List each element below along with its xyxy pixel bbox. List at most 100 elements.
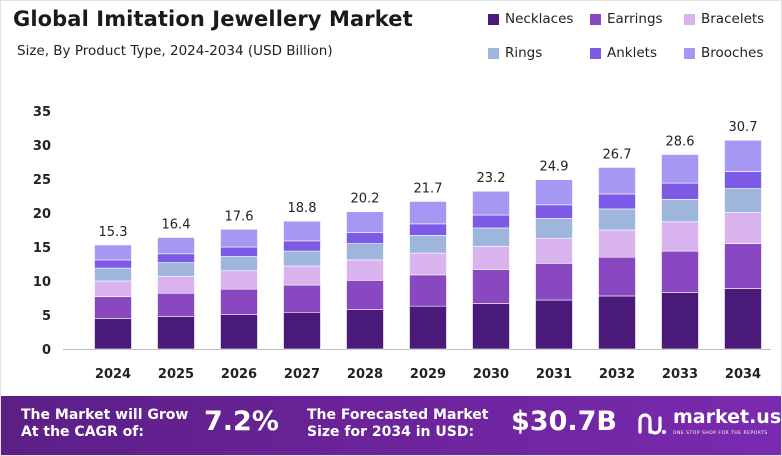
bar-segment — [157, 262, 195, 277]
bar-segment — [598, 193, 636, 210]
bar-segment — [346, 259, 384, 281]
bar-segment — [598, 208, 636, 231]
legend-label: Necklaces — [505, 11, 574, 27]
market-us-logo-icon — [638, 413, 666, 435]
legend-label: Rings — [505, 45, 543, 61]
bar-segment — [661, 292, 699, 350]
x-tick-label: 2028 — [347, 367, 383, 382]
bar-segment — [598, 167, 636, 195]
bar-segment — [283, 240, 321, 252]
cagr-label: The Market will Grow At the CAGR of: — [21, 407, 188, 441]
bar-total-label: 21.7 — [414, 181, 443, 196]
footer-banner: The Market will Grow At the CAGR of: 7.2… — [1, 396, 781, 455]
bar-segment — [346, 243, 384, 261]
bar-segment — [94, 244, 132, 261]
bar-segment — [409, 305, 447, 350]
x-tick-label: 2034 — [725, 367, 761, 382]
bar-segment — [661, 182, 699, 200]
legend-swatch — [590, 13, 601, 25]
x-tick-label: 2032 — [599, 367, 635, 382]
bar-total-label: 15.3 — [99, 225, 128, 240]
bar-segment — [346, 211, 384, 234]
bar-segment — [94, 318, 132, 350]
cagr-label-line1: The Market will Grow — [21, 407, 189, 423]
legend-swatch — [590, 47, 601, 59]
legend-item: Necklaces — [488, 11, 573, 27]
bar-segment — [157, 237, 195, 255]
bar-segment — [598, 229, 636, 258]
cagr-label-line2: At the CAGR of: — [21, 424, 144, 440]
bar-segment — [724, 243, 762, 289]
brand-tagline: ONE STOP SHOP FOR THE REPORTS — [673, 431, 768, 436]
bar-segment — [535, 179, 573, 206]
cagr-value: 7.2% — [204, 406, 279, 437]
bar-segment — [157, 316, 195, 350]
bar-segment — [220, 314, 258, 350]
legend-label: Anklets — [607, 45, 657, 61]
legend-label: Earrings — [607, 11, 663, 27]
bar-segment — [472, 227, 510, 247]
legend-item: Anklets — [590, 45, 657, 61]
bar-segment — [157, 275, 195, 294]
x-tick-label: 2024 — [95, 367, 131, 382]
bar-segment — [724, 212, 762, 244]
bar-segment — [535, 204, 573, 219]
bar-segment — [220, 229, 258, 248]
bar-segment — [283, 265, 321, 286]
bar-segment — [283, 250, 321, 267]
x-tick-label: 2027 — [284, 367, 320, 382]
x-tick-label: 2025 — [158, 367, 194, 382]
bar-segment — [472, 303, 510, 350]
legend-item: Earrings — [590, 11, 663, 27]
stacked-bar-chart: 0510152025303515.3202416.4202517.6202618… — [33, 105, 771, 382]
bar-segment — [724, 188, 762, 213]
y-tick-label: 35 — [33, 105, 51, 120]
legend-swatch — [488, 47, 499, 59]
bar-total-label: 28.6 — [666, 135, 695, 150]
bar-total-label: 18.8 — [288, 201, 317, 216]
bar-segment — [661, 154, 699, 184]
bar-segment — [661, 250, 699, 293]
bar-segment — [94, 280, 132, 297]
bar-segment — [598, 295, 636, 350]
bar-segment — [157, 292, 195, 317]
bar-total-label: 26.7 — [603, 147, 632, 162]
legend-item: Bracelets — [684, 11, 764, 27]
bar-segment — [283, 284, 321, 313]
y-tick-label: 0 — [42, 343, 51, 358]
bar-total-label: 16.4 — [162, 217, 191, 232]
bar-total-label: 20.2 — [351, 192, 380, 207]
bar-segment — [409, 235, 447, 254]
bar-segment — [724, 139, 762, 172]
bar-segment — [94, 267, 132, 282]
y-tick-label: 10 — [33, 275, 51, 290]
bar-segment — [220, 270, 258, 290]
y-tick-label: 30 — [33, 139, 51, 154]
bar-segment — [283, 220, 321, 242]
x-tick-label: 2031 — [536, 367, 572, 382]
bar-segment — [535, 263, 573, 301]
bar-segment — [346, 232, 384, 244]
bar-segment — [283, 311, 321, 350]
bar-segment — [409, 223, 447, 236]
forecast-label-line1: The Forecasted Market — [307, 407, 489, 423]
bar-segment — [220, 246, 258, 257]
bar-segment — [220, 256, 258, 272]
legend-label: Bracelets — [701, 11, 765, 27]
bar-segment — [472, 246, 510, 270]
chart-subtitle: Size, By Product Type, 2024-2034 (USD Bi… — [17, 43, 333, 59]
legend-label: Brooches — [701, 45, 764, 61]
legend-item: Brooches — [684, 45, 763, 61]
forecast-label: The Forecasted Market Size for 2034 in U… — [307, 407, 488, 441]
chart-title: Global Imitation Jewellery Market — [13, 7, 413, 31]
bar-segment — [535, 299, 573, 350]
legend-item: Rings — [488, 45, 542, 61]
bar-segment — [346, 309, 384, 350]
forecast-label-line2: Size for 2034 in USD: — [307, 424, 475, 440]
bar-segment — [661, 199, 699, 223]
y-tick-label: 25 — [33, 173, 51, 188]
y-tick-label: 20 — [33, 207, 51, 222]
forecast-value: $30.7B — [511, 406, 617, 437]
legend-swatch — [488, 13, 499, 25]
